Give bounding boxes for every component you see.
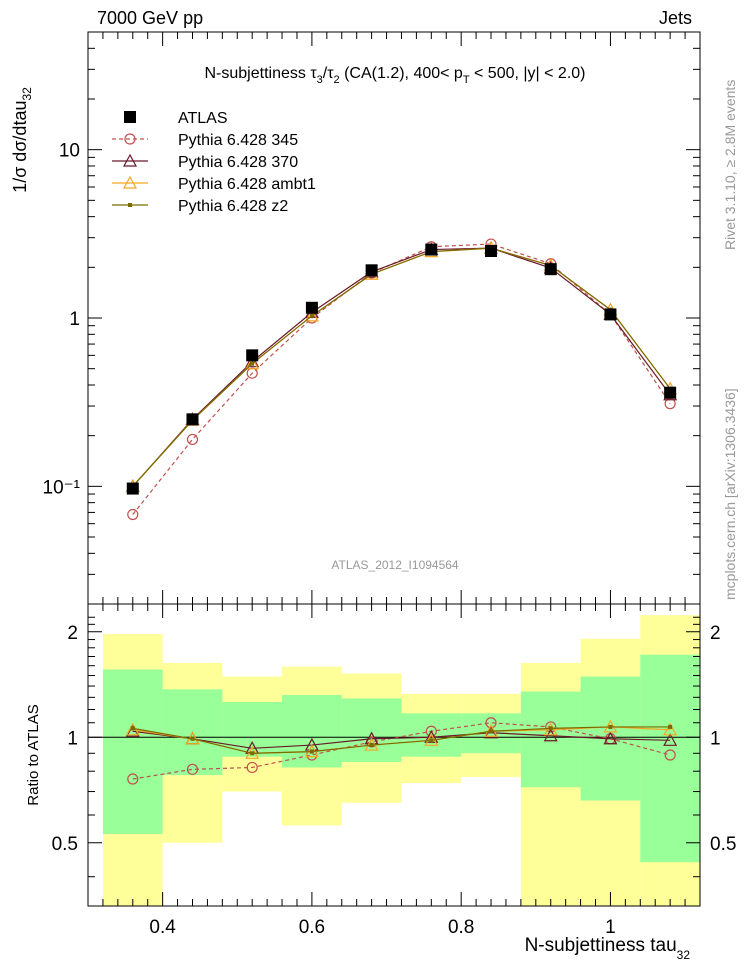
data-point-1 (127, 508, 139, 521)
data-point-1 (186, 433, 199, 446)
data-point-0 (365, 264, 378, 277)
ratio-point-0 (186, 763, 199, 775)
ratio-point-2 (543, 722, 558, 736)
legend: ATLAS Pythia 6.428 345 Pythia 6.428 370 Pyt… (112, 110, 316, 215)
data-point-4 (250, 361, 255, 366)
ratio-point-0 (425, 725, 437, 737)
ratio-point-3 (608, 724, 613, 729)
series-line-3 (132, 247, 671, 487)
ratio-point-0 (127, 773, 139, 785)
data-point-0 (604, 308, 617, 321)
ratio-y-axis-label: Ratio to ATLAS (25, 704, 42, 805)
legend-label: Pythia 6.428 345 (178, 132, 298, 149)
data-point-0 (544, 263, 557, 276)
rivet-label: Rivet 3.1.10, ≥ 2.8M events (722, 80, 738, 250)
data-point-0 (664, 386, 677, 399)
ratio-y-tick-label: 1 (67, 728, 78, 749)
ratio-line-1 (132, 730, 671, 749)
legend-entry: Pythia 6.428 345 (112, 132, 298, 149)
series-line-2 (132, 247, 671, 487)
legend-marker (122, 175, 138, 189)
legend-entry: ATLAS (124, 110, 228, 127)
legend-marker (124, 111, 136, 123)
series-line-4 (132, 247, 671, 487)
data-point-4 (309, 313, 314, 318)
ratio-line-3 (132, 726, 671, 754)
ratio-point-1 (663, 733, 678, 746)
chart-title: N-subjettiness τ3/τ2 (CA(1.2), 400< pT <… (205, 65, 586, 86)
ratio-point-3 (369, 743, 374, 748)
x-tick-label: 1 (605, 917, 616, 938)
data-point-0 (246, 349, 259, 362)
legend-label: Pythia 6.428 ambt1 (178, 176, 316, 193)
ratio-y-tick-label: 2 (67, 623, 78, 644)
ratio-y-tick-label-right: 0.5 (710, 834, 736, 855)
legend-entry: Pythia 6.428 ambt1 (112, 175, 316, 193)
y-axis-label: 1/σ dσ/dtau32 (10, 87, 34, 193)
x-tick-label: 0.4 (149, 917, 176, 938)
series-line-1 (132, 243, 671, 515)
data-point-0 (126, 482, 139, 495)
y-tick-label: 10⁻¹ (43, 477, 81, 498)
ratio-plot: 0.4 0.6 0.8 1 0.5 0.5 1 1 2 2 (52, 603, 736, 938)
legend-entry: Pythia 6.428 370 (112, 153, 298, 171)
main-plot: 10⁻¹ 1 10 (43, 31, 701, 605)
mcplots-label: mcplots.cern.ch [arXiv:1306.3436] (722, 388, 738, 600)
green-band-bin (520, 691, 581, 788)
ratio-point-1 (603, 731, 618, 745)
legend-label: Pythia 6.428 z2 (178, 198, 288, 215)
green-band-bin (282, 694, 342, 768)
ratio-point-3 (548, 726, 553, 731)
x-tick-label: 0.6 (299, 917, 325, 938)
ratio-point-3 (130, 726, 135, 731)
data-point-3 (245, 356, 260, 370)
ratio-y-tick-label-right: 1 (710, 728, 721, 749)
ratio-point-0 (545, 721, 557, 733)
x-tick-label: 0.8 (448, 917, 474, 938)
ratio-y-tick-label: 0.5 (52, 834, 78, 855)
ratio-point-3 (489, 729, 494, 734)
header-left: 7000 GeV pp (97, 8, 203, 28)
ratio-y-tick-label-right: 2 (710, 623, 721, 644)
legend-entry: Pythia 6.428 z2 (112, 198, 288, 215)
data-point-3 (304, 308, 319, 322)
header-right: Jets (659, 8, 692, 28)
data-point-0 (485, 245, 498, 258)
green-band-bin (341, 698, 402, 762)
ratio-point-0 (664, 749, 676, 761)
green-band-bin (640, 654, 700, 863)
analysis-id: ATLAS_2012_I1094564 (331, 558, 459, 572)
ratio-point-2 (663, 722, 678, 736)
data-point-0 (425, 243, 438, 256)
ratio-frame (87, 603, 701, 907)
data-point-0 (305, 301, 318, 314)
ratio-point-3 (429, 738, 434, 743)
legend-marker (128, 203, 132, 207)
y-tick-label: 10 (59, 141, 80, 162)
x-axis-label: N-subjettiness tau32 (525, 935, 691, 962)
ratio-point-3 (250, 751, 255, 756)
y-tick-label: 1 (69, 309, 80, 330)
ratio-point-0 (246, 761, 258, 774)
legend-label: ATLAS (178, 110, 228, 127)
ratio-point-3 (190, 736, 195, 741)
ratio-point-3 (309, 749, 314, 754)
legend-label: Pythia 6.428 370 (178, 154, 298, 171)
green-band-bin (102, 669, 163, 834)
ratio-point-3 (668, 724, 673, 729)
legend-marker (124, 133, 136, 145)
data-point-0 (186, 413, 199, 426)
legend-marker (122, 153, 138, 167)
